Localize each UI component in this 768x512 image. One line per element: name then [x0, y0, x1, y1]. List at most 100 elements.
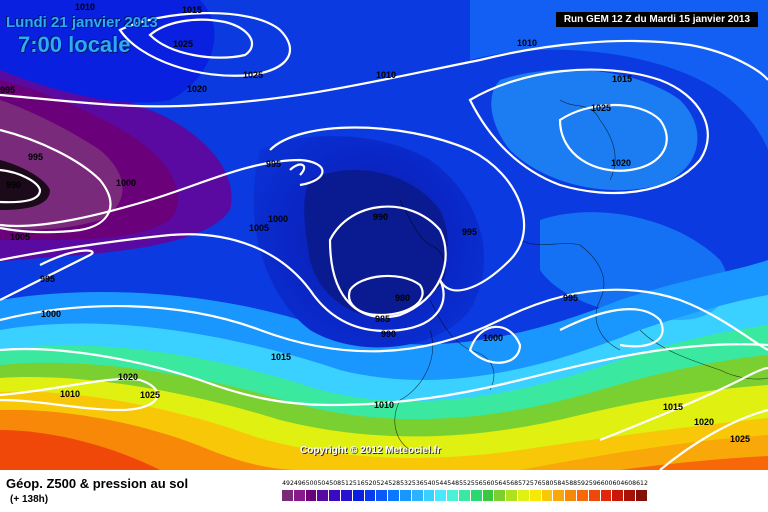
scale-label: 492: [282, 480, 294, 487]
scale-swatch: [329, 490, 341, 501]
scale-label: 612: [636, 480, 648, 487]
svg-text:995: 995: [28, 152, 43, 162]
scale-swatch: [506, 490, 518, 501]
scale-swatch: [317, 490, 330, 501]
scale-label: 568: [506, 480, 519, 487]
svg-text:1000: 1000: [116, 178, 136, 188]
scale-swatch: [447, 490, 459, 501]
scale-swatch: [305, 490, 318, 501]
scale-label: 540: [423, 480, 436, 487]
scale-swatch: [435, 490, 448, 501]
scale-label: 564: [494, 480, 507, 487]
scale-swatch: [423, 490, 436, 501]
scale-swatch: [388, 490, 400, 501]
forecast-date: Lundi 21 janvier 2013: [6, 14, 158, 31]
svg-text:1025: 1025: [730, 434, 750, 444]
scale-swatch: [470, 490, 483, 501]
scale-label: 528: [388, 480, 401, 487]
svg-text:1015: 1015: [612, 74, 632, 84]
scale-label: 552: [459, 480, 471, 487]
scale-label: 504: [317, 480, 330, 487]
svg-text:1000: 1000: [483, 333, 503, 343]
map-title: Géop. Z500 & pression au sol: [6, 476, 189, 491]
copyright-text: Copyright © 2012 Meteociel.fr: [300, 445, 441, 456]
scale-label: 536: [411, 480, 424, 487]
svg-text:1015: 1015: [271, 352, 291, 362]
scale-label: 580: [541, 480, 554, 487]
svg-text:1020: 1020: [694, 417, 714, 427]
scale-label: 588: [565, 480, 578, 487]
svg-text:1000: 1000: [268, 214, 288, 224]
scale-label: 572: [518, 480, 530, 487]
scale-swatch: [577, 490, 589, 501]
scale-label: 556: [470, 480, 483, 487]
scale-label: 584: [553, 480, 566, 487]
scale-label: 516: [352, 480, 365, 487]
svg-text:1010: 1010: [376, 70, 396, 80]
svg-text:1005: 1005: [10, 232, 30, 242]
scale-label: 496: [293, 480, 306, 487]
svg-text:1005: 1005: [249, 223, 269, 233]
scale-swatch: [494, 490, 507, 501]
svg-text:980: 980: [395, 293, 410, 303]
svg-text:985: 985: [375, 314, 390, 324]
scale-swatch: [541, 490, 554, 501]
scale-swatch: [293, 490, 306, 501]
scale-swatch: [553, 490, 566, 501]
svg-text:995: 995: [0, 85, 15, 95]
svg-text:1020: 1020: [118, 372, 138, 382]
svg-text:1015: 1015: [182, 5, 202, 15]
scale-swatch: [459, 490, 471, 501]
scale-label: 524: [376, 480, 389, 487]
scale-label: 532: [400, 480, 412, 487]
svg-text:1010: 1010: [60, 389, 80, 399]
svg-text:1010: 1010: [75, 2, 95, 12]
svg-text:1010: 1010: [517, 38, 537, 48]
scale-label: 512: [341, 480, 353, 487]
scale-swatch: [352, 490, 365, 501]
svg-text:990: 990: [381, 329, 396, 339]
scale-swatch: [376, 490, 389, 501]
scale-swatch: [600, 490, 613, 501]
svg-text:995: 995: [462, 227, 477, 237]
scale-swatch: [364, 490, 377, 501]
scale-label: 592: [577, 480, 589, 487]
scale-label: 508: [329, 480, 342, 487]
scale-swatch: [565, 490, 577, 501]
scale-label: 600: [600, 480, 613, 487]
svg-text:1020: 1020: [187, 84, 207, 94]
scale-label: 604: [612, 480, 625, 487]
svg-text:1025: 1025: [140, 390, 160, 400]
scale-swatch: [341, 490, 353, 501]
scale-label: 520: [364, 480, 377, 487]
run-info: Run GEM 12 Z du Mardi 15 janvier 2013: [555, 12, 758, 27]
scale-swatch: [518, 490, 530, 501]
svg-text:995: 995: [563, 293, 578, 303]
scale-swatch: [400, 490, 412, 501]
svg-text:995: 995: [40, 274, 55, 284]
scale-label: 500: [305, 480, 318, 487]
scale-swatch: [612, 490, 625, 501]
svg-text:990: 990: [373, 212, 388, 222]
scale-label: 576: [529, 480, 542, 487]
scale-label: 596: [588, 480, 601, 487]
svg-text:1025: 1025: [243, 70, 263, 80]
svg-text:1000: 1000: [41, 309, 61, 319]
scale-label: 560: [482, 480, 495, 487]
svg-text:1010: 1010: [374, 400, 394, 410]
svg-text:1020: 1020: [611, 158, 631, 168]
scale-swatch: [636, 490, 648, 501]
forecast-offset: (+ 138h): [10, 494, 49, 505]
weather-map: 1015 1010 1025 1020 1025 1010 1015 1025 …: [0, 0, 768, 470]
scale-swatch: [482, 490, 495, 501]
svg-text:995: 995: [266, 159, 281, 169]
svg-text:1015: 1015: [663, 402, 683, 412]
scale-label: 608: [624, 480, 637, 487]
scale-swatch: [588, 490, 601, 501]
svg-text:1025: 1025: [173, 39, 193, 49]
svg-text:1025: 1025: [591, 103, 611, 113]
scale-swatch: [529, 490, 542, 501]
scale-swatch: [411, 490, 424, 501]
svg-text:990: 990: [6, 180, 21, 190]
scale-label: 544: [435, 480, 448, 487]
